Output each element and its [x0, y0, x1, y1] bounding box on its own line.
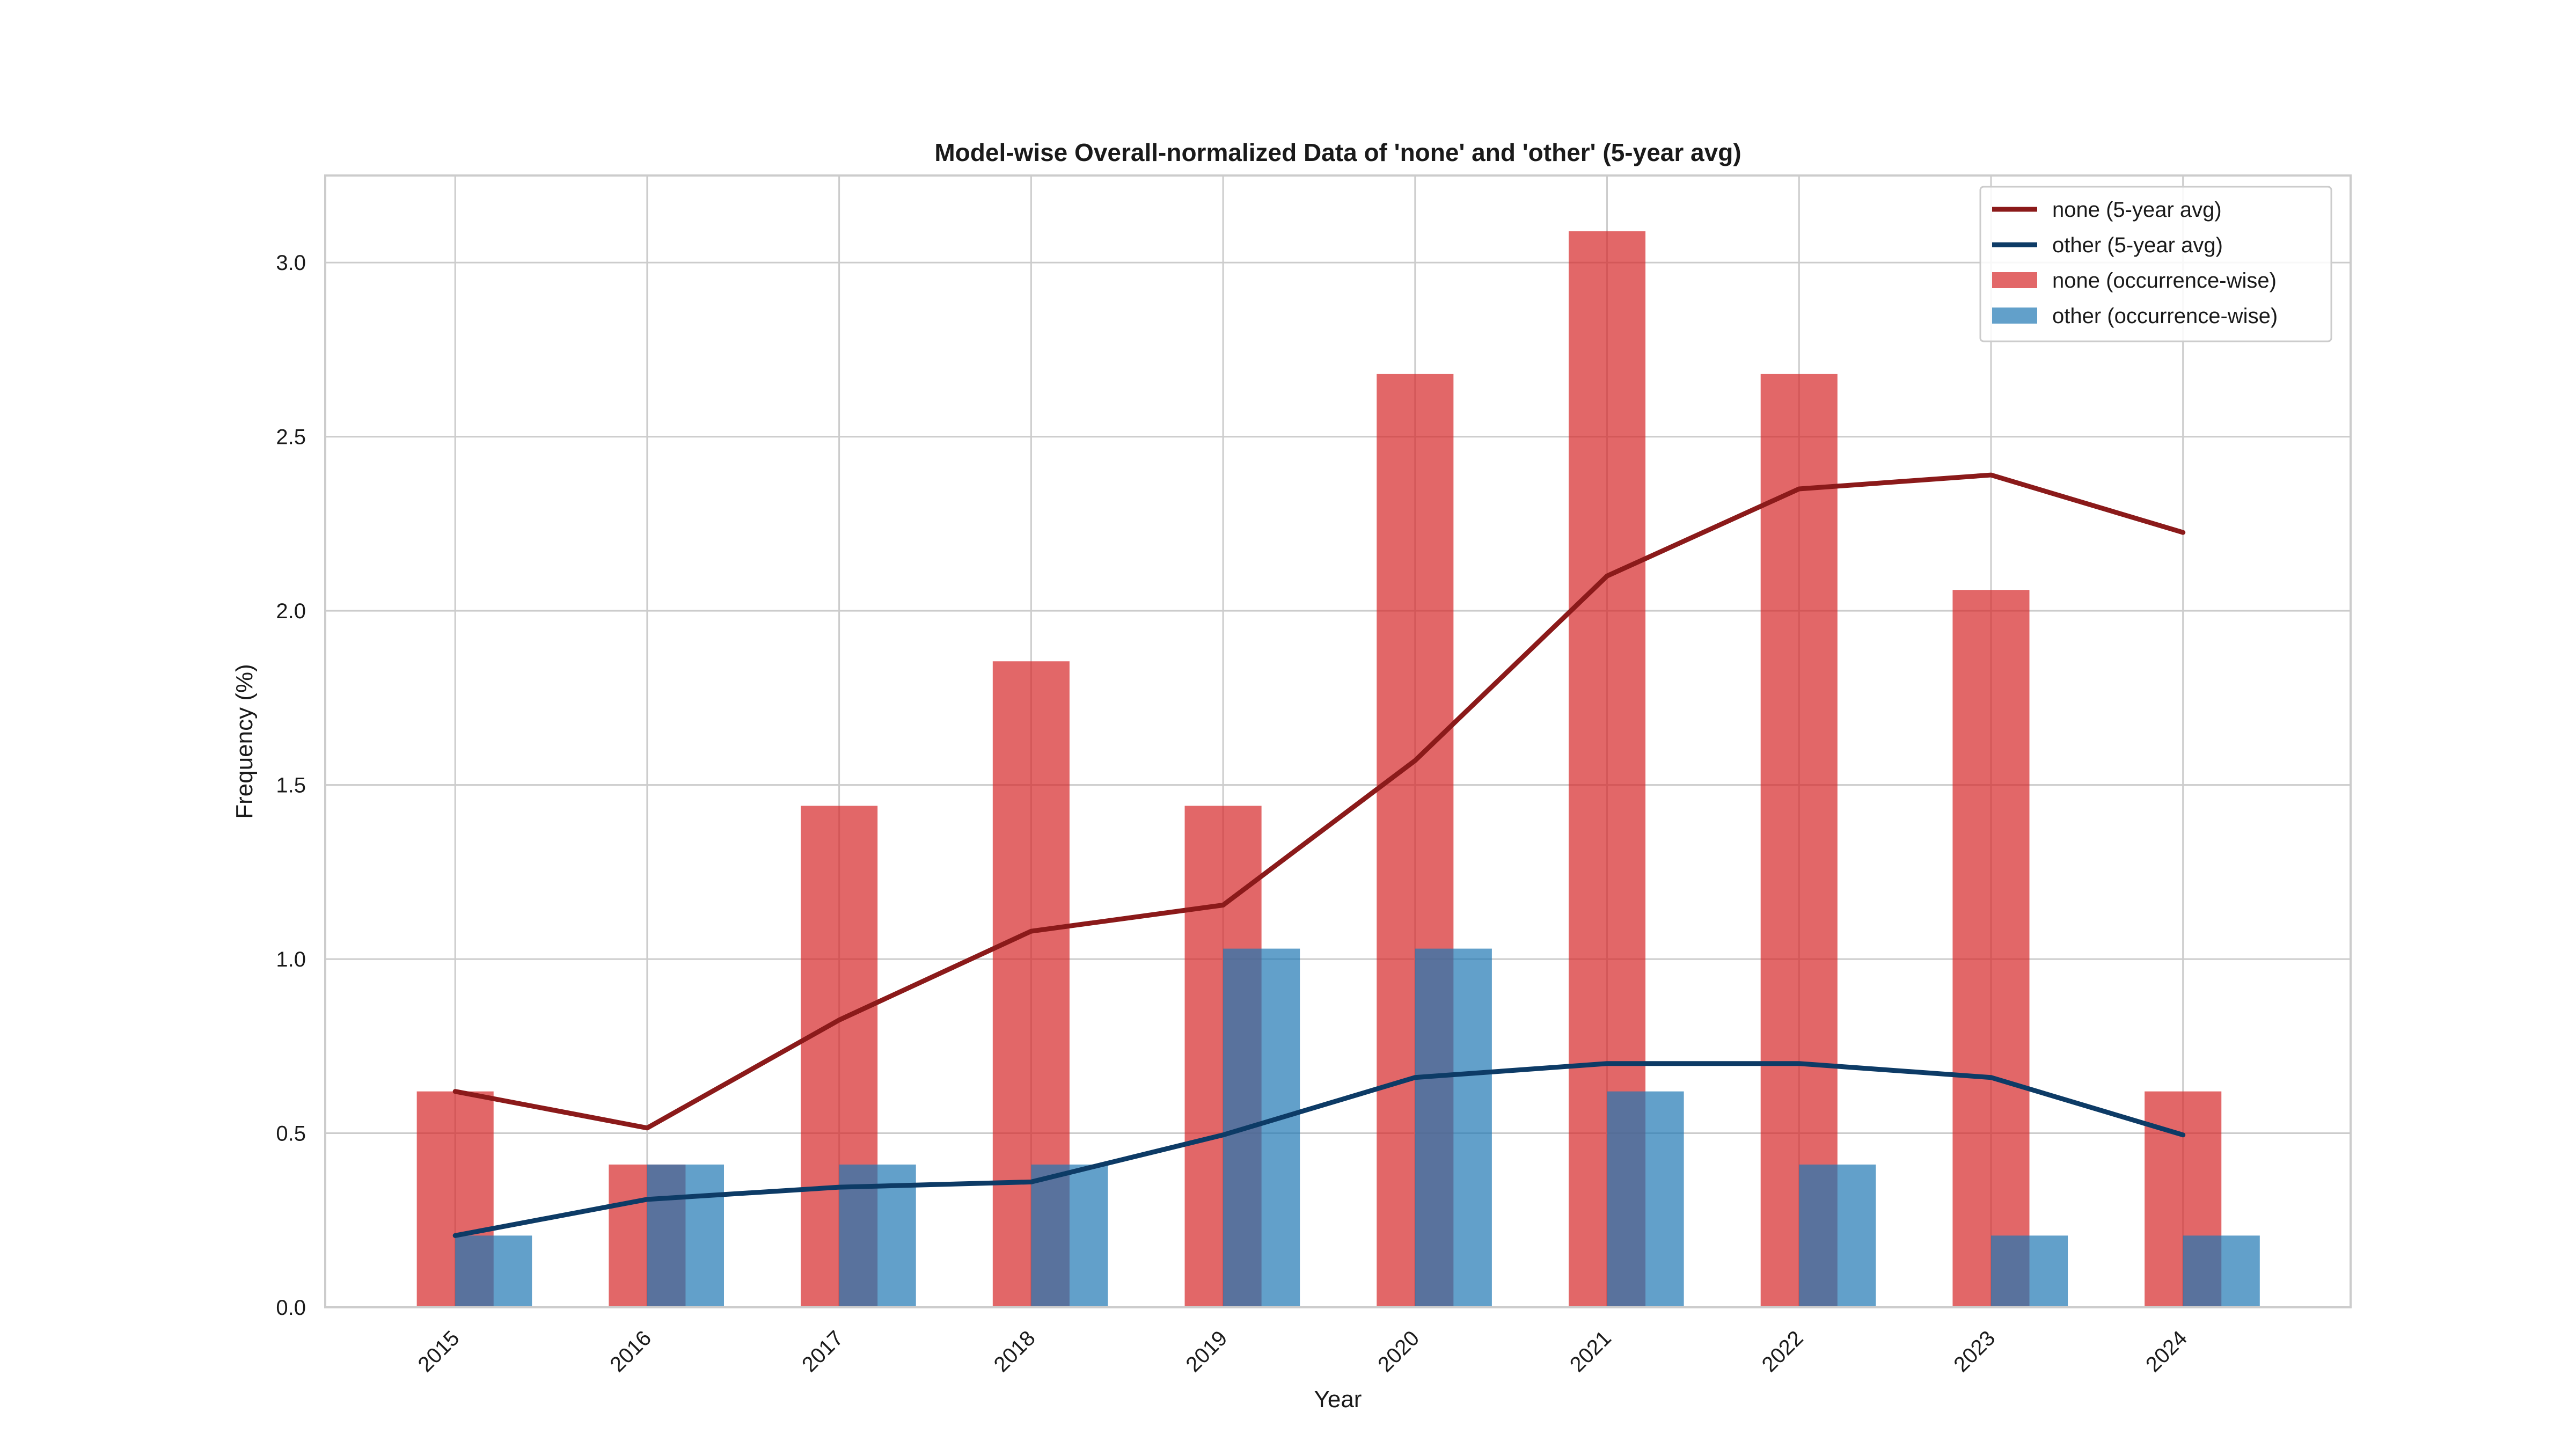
- y-tick-label: 1.5: [276, 774, 306, 797]
- y-tick-label: 3.0: [276, 251, 306, 275]
- bar-none-2022: [1760, 374, 1838, 1307]
- x-tick-label: 2024: [2141, 1326, 2192, 1377]
- plot-frame: [324, 174, 2352, 1308]
- x-tick-labels: 2015 2016 2017 2018 2019 2020 2021 2022 2023 2024: [414, 1326, 2192, 1377]
- legend-entry-label: none (5-year avg): [2052, 198, 2222, 222]
- bar-other-2021: [1607, 1091, 1684, 1307]
- bar-other-2018: [1031, 1164, 1108, 1307]
- x-tick-label: 2018: [990, 1326, 1040, 1377]
- bar-other-2024: [2183, 1235, 2260, 1307]
- x-tick-label: 2021: [1565, 1326, 1616, 1377]
- legend-entry-label: none (occurrence-wise): [2052, 269, 2277, 292]
- x-tick-label: 2016: [605, 1326, 656, 1377]
- grid-lines: [325, 175, 2351, 1308]
- y-tick-labels: 0.0 0.5 1.0 1.5 2.0 2.5 3.0: [276, 251, 306, 1320]
- x-tick-label: 2022: [1758, 1326, 1808, 1377]
- legend-entry-label: other (occurrence-wise): [2052, 304, 2278, 328]
- bar-other-2020: [1415, 948, 1492, 1307]
- x-tick-label: 2017: [797, 1326, 848, 1377]
- bar-other-2016: [647, 1164, 724, 1307]
- bar-other-2015: [455, 1235, 532, 1307]
- x-tick-label: 2015: [414, 1326, 464, 1377]
- bar-other-2023: [1990, 1235, 2068, 1307]
- x-tick-label: 2019: [1181, 1326, 1232, 1377]
- line-other-5yr-avg: [452, 1061, 2186, 1238]
- bar-other-2019: [1223, 948, 1300, 1307]
- legend-box: [1979, 186, 2332, 342]
- legend-bar-swatch: [1992, 308, 2037, 324]
- y-tick-label: 1.0: [276, 948, 306, 971]
- y-tick-label: 0.5: [276, 1122, 306, 1146]
- x-tick-label: 2020: [1373, 1326, 1424, 1377]
- bar-other-2022: [1799, 1164, 1876, 1307]
- x-axis-label: Year: [1314, 1386, 1362, 1413]
- legend-entry-label: other (5-year avg): [2052, 233, 2223, 257]
- legend: none (5-year avg) other (5-year avg) none …: [1979, 186, 2332, 342]
- legend-bar-swatch: [1992, 272, 2037, 288]
- line-none-5yr-avg: [452, 472, 2186, 1131]
- x-tick-label: 2023: [1949, 1326, 2000, 1377]
- y-tick-label: 0.0: [276, 1296, 306, 1320]
- y-axis-label: Frequency (%): [231, 664, 258, 819]
- bars: [416, 231, 2260, 1308]
- y-tick-label: 2.5: [276, 426, 306, 449]
- chart-title: Model-wise Overall-normalized Data of 'n…: [934, 138, 1741, 166]
- series-lines: [452, 472, 2186, 1238]
- bar-none-2023: [1952, 590, 2030, 1307]
- y-tick-label: 2.0: [276, 599, 306, 623]
